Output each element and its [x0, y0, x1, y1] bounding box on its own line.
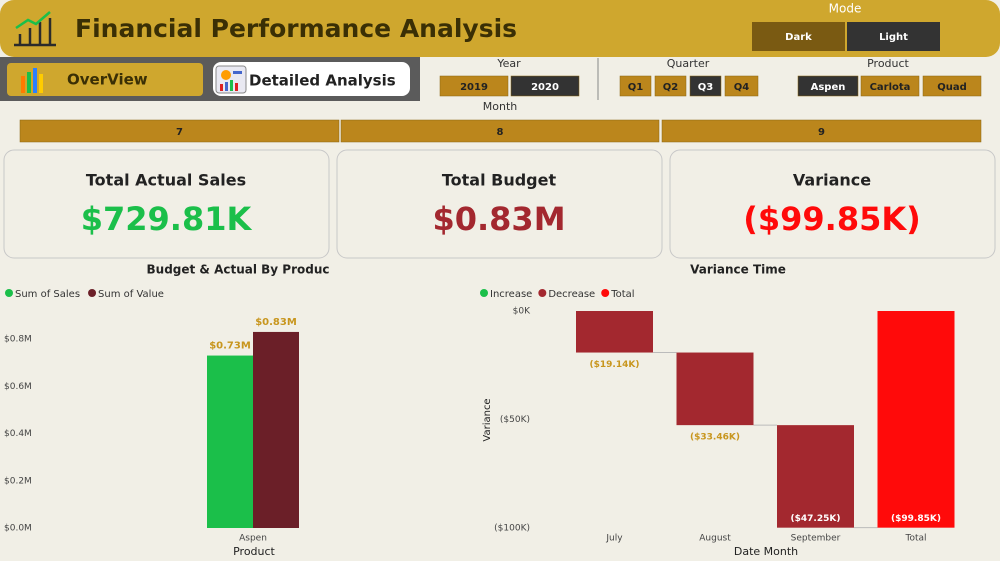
y-tick-label: $0.0M: [4, 524, 32, 534]
filter-button[interactable]: [654, 75, 687, 97]
filter-button[interactable]: [689, 75, 722, 97]
filter-button-label: Q2: [663, 82, 679, 93]
data-label: ($47.25K): [791, 514, 841, 524]
y-tick-label: ($50K): [500, 415, 530, 425]
header-icon: [14, 11, 56, 47]
legend-label: Sum of Sales: [15, 289, 80, 300]
filter-button[interactable]: [724, 75, 759, 97]
mode-button[interactable]: [847, 22, 940, 51]
kpi-value: $0.83M: [432, 200, 565, 238]
data-label: ($33.46K): [690, 433, 740, 443]
filter-label: Month: [483, 100, 518, 113]
x-tick-label: September: [791, 534, 841, 544]
legend-marker: [538, 289, 547, 297]
chart-title: Budget & Actual By Produc: [147, 263, 330, 277]
overview-icon: [21, 68, 43, 93]
bar: [576, 311, 653, 353]
filter-button[interactable]: [340, 119, 660, 143]
kpi-title: Total Actual Sales: [86, 171, 246, 190]
header-bar: [0, 0, 1000, 57]
kpi-card: [336, 149, 663, 259]
detailed-tab[interactable]: [213, 62, 410, 96]
filter-button-label: Carlota: [870, 82, 911, 93]
legend-label: Total: [610, 289, 634, 300]
mode-button-label: Dark: [785, 32, 812, 43]
filter-button[interactable]: [439, 75, 509, 97]
filter-button-label: 8: [497, 127, 504, 138]
y-tick-label: ($100K): [494, 524, 530, 534]
filter-label: Year: [496, 57, 521, 70]
filter-button[interactable]: [19, 119, 340, 143]
kpi-title: Total Budget: [442, 171, 557, 190]
bar: [676, 352, 754, 426]
bar: [777, 425, 854, 528]
filter-button-label: 2019: [460, 82, 488, 93]
x-tick-label: August: [699, 534, 731, 544]
filter-button[interactable]: [860, 75, 920, 97]
data-label: $0.83M: [255, 317, 297, 328]
mode-button[interactable]: [752, 22, 845, 51]
mode-button-label: Light: [879, 32, 908, 43]
data-label: $0.73M: [209, 341, 251, 352]
legend-marker: [480, 289, 488, 297]
detailed-tab-label: Detailed Analysis: [249, 72, 396, 90]
legend-label: Decrease: [548, 289, 595, 300]
data-label: ($19.14K): [590, 360, 640, 370]
kpi-title: Variance: [793, 171, 871, 190]
y-tick-label: $0.6M: [4, 382, 32, 392]
filter-button-label: Aspen: [811, 82, 846, 93]
legend-marker: [601, 289, 610, 297]
filter-label: Product: [867, 57, 909, 70]
detailed-icon: [215, 65, 247, 94]
filter-button-label: 2020: [531, 82, 559, 93]
y-axis-label: Variance: [482, 398, 493, 441]
kpi-card: [3, 149, 330, 259]
filter-button-label: 9: [818, 127, 825, 138]
y-tick-label: $0.4M: [4, 429, 32, 439]
bar: [253, 331, 299, 528]
legend-label: Increase: [490, 289, 532, 300]
filter-label: Quarter: [667, 57, 710, 70]
bar: [207, 355, 253, 528]
x-axis-label: Product: [233, 545, 275, 558]
mode-label: Mode: [829, 2, 862, 16]
filter-button-label: Q1: [628, 82, 644, 93]
filter-button[interactable]: [922, 75, 982, 97]
bar: [877, 311, 955, 528]
filter-button-label: Quad: [937, 82, 967, 93]
kpi-value: ($99.85K): [743, 200, 921, 238]
legend-marker: [5, 289, 13, 297]
kpi-card: [669, 149, 996, 259]
legend-label: Sum of Value: [98, 289, 164, 300]
x-tick-label: Total: [904, 534, 926, 544]
x-tick-label: July: [605, 534, 623, 544]
data-label: ($99.85K): [891, 514, 941, 524]
overview-tab[interactable]: [7, 63, 203, 96]
filter-button-label: Q4: [734, 82, 750, 93]
y-tick-label: $0.2M: [4, 476, 32, 486]
filter-button-label: Q3: [698, 82, 714, 93]
filter-button[interactable]: [510, 75, 580, 97]
legend-marker: [88, 289, 97, 297]
dashboard-title: Financial Performance Analysis: [75, 14, 517, 43]
x-tick-label: Aspen: [239, 534, 267, 544]
filter-button-label: 7: [176, 127, 183, 138]
chart-title: Variance Time: [690, 263, 786, 277]
overview-tab-label: OverView: [67, 71, 148, 89]
filter-button[interactable]: [661, 119, 982, 143]
filter-button[interactable]: [619, 75, 652, 97]
filter-button[interactable]: [797, 75, 859, 97]
y-tick-label: $0.8M: [4, 335, 32, 345]
kpi-value: $729.81K: [81, 200, 253, 238]
x-axis-label: Date Month: [734, 545, 798, 558]
y-tick-label: $0K: [513, 307, 531, 317]
